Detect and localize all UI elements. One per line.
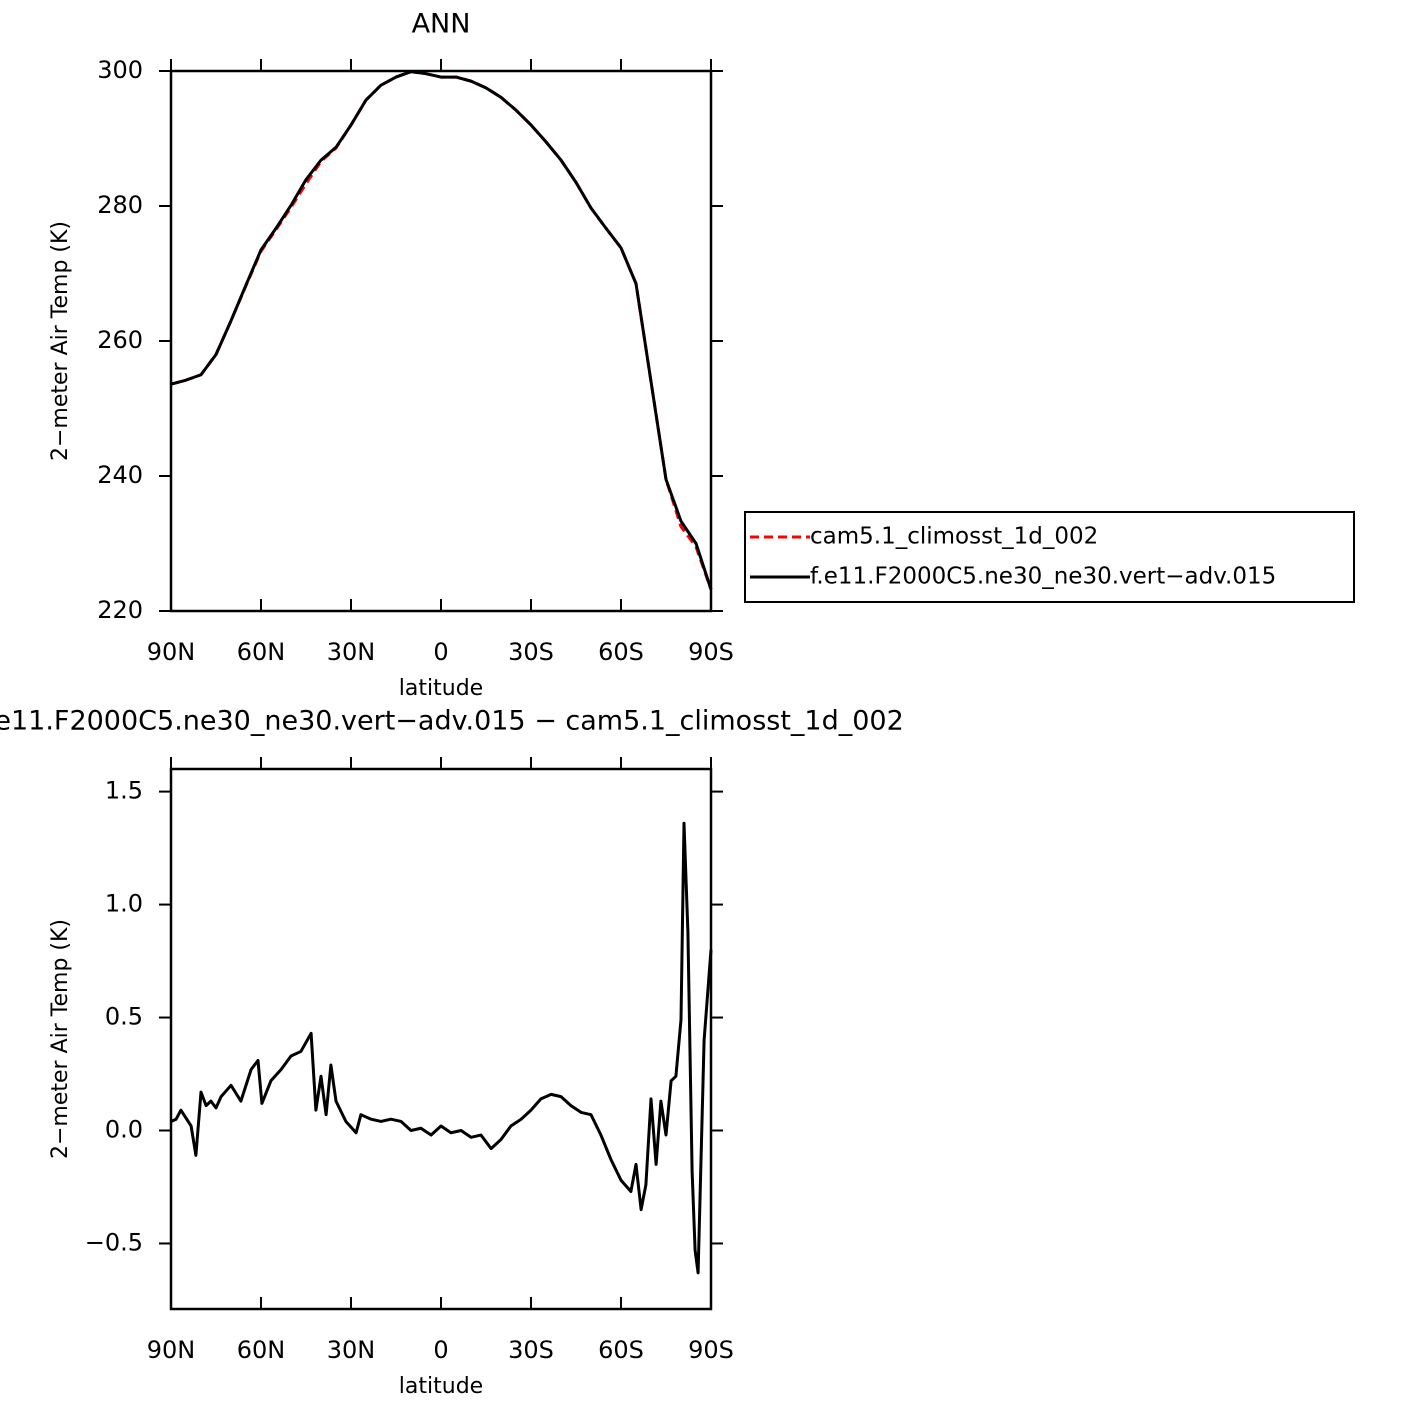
data-line (170, 70, 713, 590)
y-tick-label: 240 (97, 461, 143, 489)
y-tick-label: 0.5 (105, 1003, 143, 1031)
y-tick-label: 260 (97, 326, 143, 354)
chart-title: ANN (412, 9, 471, 40)
x-tick-label: 90S (688, 1336, 734, 1364)
x-tick-label: 60N (237, 1336, 286, 1364)
x-tick-label: 0 (433, 638, 448, 666)
x-tick-label: 30S (508, 638, 554, 666)
x-tick-label: 90S (688, 638, 734, 666)
data-line (170, 70, 713, 590)
legend-label: f.e11.F2000C5.ne30_ne30.vert−adv.015 (810, 564, 1276, 590)
y-tick-label: 1.0 (105, 890, 143, 918)
y-tick-label: 280 (97, 191, 143, 219)
y-tick-label: 300 (97, 56, 143, 84)
legend-label: cam5.1_climosst_1d_002 (810, 524, 1098, 550)
data-line (170, 821, 713, 1275)
y-axis-label: 2−meter Air Temp (K) (48, 221, 73, 461)
legend-box (744, 511, 1355, 603)
x-tick-label: 60S (598, 638, 644, 666)
x-axis-label: latitude (399, 676, 483, 701)
y-tick-label: 0.0 (105, 1116, 143, 1144)
x-tick-label: 90N (147, 638, 196, 666)
x-tick-label: 60S (598, 1336, 644, 1364)
x-tick-label: 60N (237, 638, 286, 666)
y-axis-label: 2−meter Air Temp (K) (48, 919, 73, 1159)
x-tick-label: 30N (327, 1336, 376, 1364)
x-tick-label: 90N (147, 1336, 196, 1364)
x-tick-label: 30N (327, 638, 376, 666)
chart-title: f.e11.F2000C5.ne30_ne30.vert−adv.015 − c… (0, 706, 904, 737)
x-tick-label: 30S (508, 1336, 554, 1364)
x-tick-label: 0 (433, 1336, 448, 1364)
plot-frame (169, 767, 713, 1311)
plot-frame (169, 69, 713, 613)
x-axis-label: latitude (399, 1374, 483, 1399)
y-tick-label: 1.5 (105, 777, 143, 805)
y-tick-label: −0.5 (85, 1228, 143, 1256)
y-tick-label: 220 (97, 596, 143, 624)
